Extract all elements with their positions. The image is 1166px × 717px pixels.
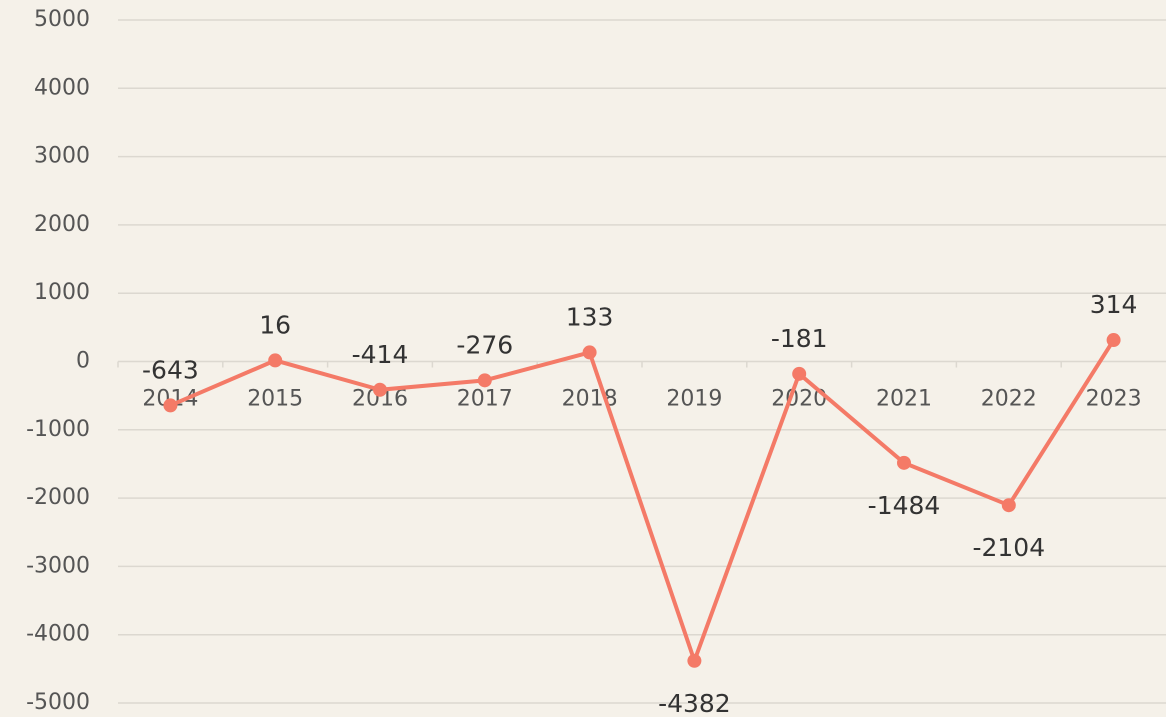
y-tick-label: -2000 <box>26 485 90 510</box>
data-point <box>268 353 283 368</box>
data-point <box>582 345 597 360</box>
x-tick-label: 2022 <box>981 387 1037 412</box>
y-tick-label: 0 <box>76 349 90 374</box>
data-label: -2104 <box>972 533 1045 562</box>
y-tick-label: 4000 <box>34 75 90 100</box>
x-tick-label: 2021 <box>876 387 932 412</box>
data-point <box>1001 498 1016 513</box>
data-point <box>477 373 492 388</box>
y-tick-label: -4000 <box>26 622 90 647</box>
y-tick-label: -3000 <box>26 553 90 578</box>
data-point <box>897 455 911 470</box>
data-point <box>373 382 387 397</box>
data-point <box>163 398 178 413</box>
x-tick-label: 2019 <box>666 387 722 412</box>
data-point <box>687 653 702 668</box>
data-label: -1484 <box>868 491 941 520</box>
y-tick-label: 5000 <box>34 7 90 32</box>
data-label: 314 <box>1090 290 1138 319</box>
data-point <box>792 366 807 381</box>
x-tick-label: 2017 <box>457 387 513 412</box>
data-label: 133 <box>566 302 614 331</box>
data-label: -414 <box>352 340 409 369</box>
data-label: 16 <box>259 310 291 339</box>
y-tick-label: 1000 <box>34 280 90 305</box>
data-label: -276 <box>456 330 513 359</box>
y-tick-label: -1000 <box>26 417 90 442</box>
y-tick-label: 3000 <box>34 144 90 169</box>
data-label: -4382 <box>658 689 731 717</box>
y-tick-label: -5000 <box>26 690 90 715</box>
x-tick-label: 2015 <box>247 387 303 412</box>
data-point <box>1106 333 1121 348</box>
x-tick-label: 2023 <box>1086 387 1142 412</box>
y-tick-label: 2000 <box>34 212 90 237</box>
data-label: -643 <box>142 355 199 384</box>
series-line <box>169 338 1116 667</box>
data-label: -181 <box>771 324 828 353</box>
